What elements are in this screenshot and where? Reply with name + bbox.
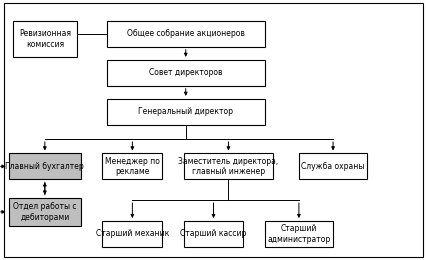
- FancyBboxPatch shape: [9, 153, 81, 179]
- FancyBboxPatch shape: [13, 21, 77, 57]
- FancyBboxPatch shape: [183, 221, 243, 247]
- FancyBboxPatch shape: [106, 21, 264, 47]
- Text: Главный бухгалтер: Главный бухгалтер: [6, 162, 84, 171]
- FancyBboxPatch shape: [298, 153, 366, 179]
- FancyBboxPatch shape: [106, 99, 264, 125]
- Text: Отдел работы с
дебиторами: Отдел работы с дебиторами: [13, 202, 76, 222]
- Text: Генеральный директор: Генеральный директор: [138, 107, 233, 116]
- Text: Ревизионная
комиссия: Ревизионная комиссия: [19, 29, 71, 49]
- Text: Общее собрание акционеров: Общее собрание акционеров: [127, 29, 244, 38]
- Text: Старший кассир: Старший кассир: [180, 230, 246, 238]
- Text: Заместитель директора,
главный инженер: Заместитель директора, главный инженер: [178, 157, 278, 176]
- FancyBboxPatch shape: [102, 221, 162, 247]
- Text: Старший механик: Старший механик: [95, 230, 169, 238]
- FancyBboxPatch shape: [264, 221, 332, 247]
- FancyBboxPatch shape: [9, 198, 81, 226]
- Text: Менеджер по
рекламе: Менеджер по рекламе: [105, 157, 159, 176]
- Text: Служба охраны: Служба охраны: [301, 162, 364, 171]
- FancyBboxPatch shape: [106, 60, 264, 86]
- FancyBboxPatch shape: [183, 153, 273, 179]
- Text: Совет директоров: Совет директоров: [149, 68, 222, 77]
- Text: Старший
администратор: Старший администратор: [267, 224, 330, 244]
- FancyBboxPatch shape: [102, 153, 162, 179]
